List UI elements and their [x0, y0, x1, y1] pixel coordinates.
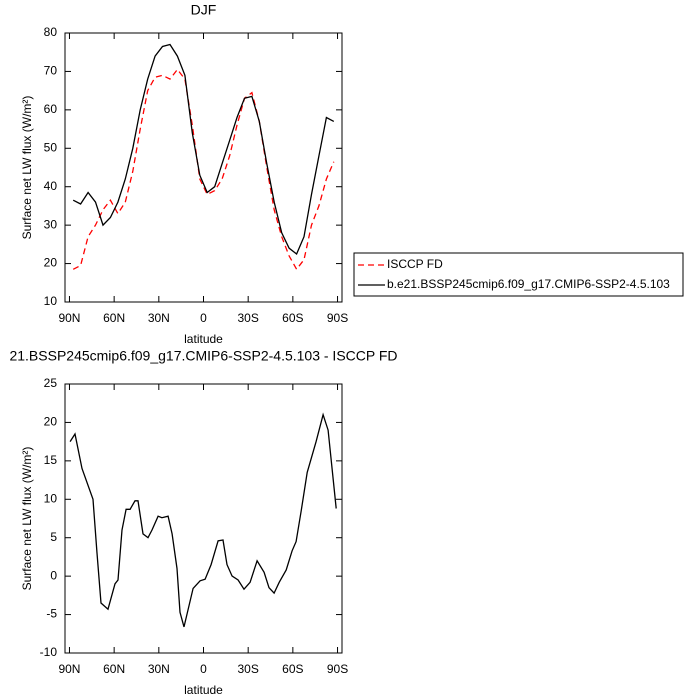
x-tick-label: 30S [237, 311, 258, 325]
chart-title: DJF [191, 2, 217, 18]
x-axis-label: latitude [184, 332, 223, 346]
y-tick-label: 25 [44, 376, 58, 390]
y-tick-label: 5 [50, 530, 57, 544]
y-tick-label: 40 [44, 179, 58, 193]
x-tick-label: 30N [148, 311, 170, 325]
plot-frame [64, 32, 343, 303]
y-tick-label: 50 [44, 140, 58, 154]
y-axis-label: Surface net LW flux (W/m²) [20, 96, 34, 240]
x-tick-label: 0 [200, 311, 207, 325]
plot-frame [64, 383, 343, 654]
legend-box [353, 252, 684, 297]
y-tick-label: 60 [44, 102, 58, 116]
chart-title: 21.BSSP245cmip6.f09_g17.CMIP6-SSP2-4.5.1… [9, 348, 397, 364]
x-tick-label: 30S [237, 662, 258, 676]
y-tick-label: 20 [44, 256, 58, 270]
data-line [72, 68, 335, 271]
y-tick-label: 20 [44, 415, 58, 429]
y-tick-label: 15 [44, 453, 58, 467]
data-line [69, 412, 337, 628]
y-tick-label: -5 [46, 607, 57, 621]
legend-label: ISCCP FD [387, 257, 443, 271]
y-axis-label: Surface net LW flux (W/m²) [20, 447, 34, 591]
y-tick-label: 30 [44, 217, 58, 231]
x-tick-label: 90S [327, 662, 348, 676]
x-tick-label: 60S [282, 662, 303, 676]
x-tick-label: 90N [58, 311, 80, 325]
x-tick-label: 90S [327, 311, 348, 325]
y-tick-label: 80 [44, 25, 58, 39]
x-tick-label: 30N [148, 662, 170, 676]
x-tick-label: 60S [282, 311, 303, 325]
y-tick-label: 10 [44, 294, 58, 308]
y-tick-label: 0 [50, 568, 57, 582]
y-tick-label: 10 [44, 491, 58, 505]
y-tick-label: 70 [44, 64, 58, 78]
x-axis-label: latitude [184, 683, 223, 697]
x-tick-label: 60N [103, 662, 125, 676]
x-tick-label: 90N [58, 662, 80, 676]
x-tick-label: 0 [200, 662, 207, 676]
x-tick-label: 60N [103, 311, 125, 325]
y-tick-label: -10 [40, 645, 58, 659]
legend-label: b.e21.BSSP245cmip6.f09_g17.CMIP6-SSP2-4.… [387, 277, 670, 291]
data-line [72, 43, 335, 256]
